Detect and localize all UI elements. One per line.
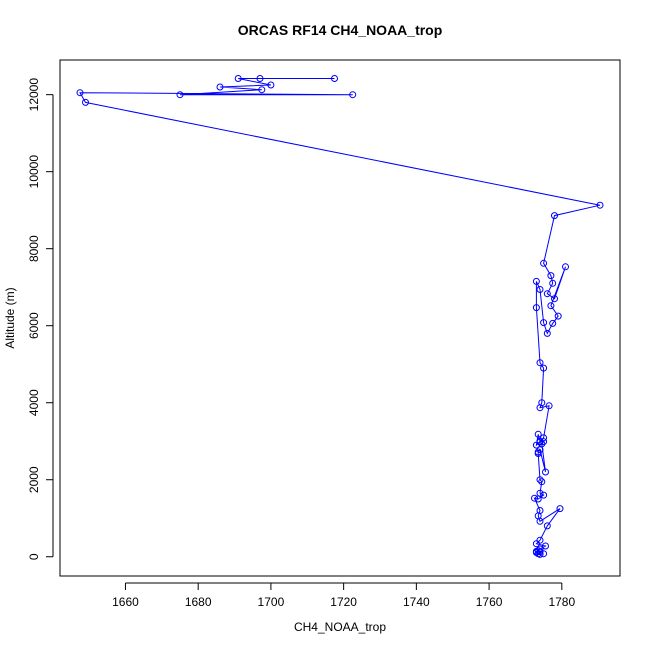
y-tick-label: 10000 [27, 155, 41, 189]
data-point [540, 364, 548, 372]
data-point [256, 75, 264, 82]
data-point [534, 450, 542, 457]
data-point [543, 290, 551, 298]
y-tick-label: 4000 [27, 389, 41, 416]
data-point [176, 91, 184, 99]
data-point [543, 329, 551, 337]
x-tick-label: 1740 [403, 595, 430, 609]
data-point [536, 404, 544, 412]
y-tick-label: 6000 [27, 312, 41, 339]
data-point [532, 304, 540, 312]
data-point [532, 540, 540, 548]
x-axis: 1660 1680 1700 1720 1740 1760 1780 [112, 582, 575, 609]
data-point [536, 517, 544, 525]
data-point [542, 468, 549, 476]
data-point [545, 402, 553, 410]
data-point [532, 549, 540, 556]
data-point [540, 259, 548, 267]
data-point [551, 295, 558, 303]
data-point [542, 542, 549, 550]
x-tick-label: 1700 [258, 595, 285, 609]
data-point [540, 550, 548, 558]
data-point [543, 522, 551, 530]
data-point [536, 545, 544, 553]
data-point [551, 212, 558, 220]
data-point [549, 319, 557, 327]
data-point [532, 277, 540, 285]
series-line [79, 78, 601, 555]
data-point [258, 86, 266, 94]
data-point [540, 491, 548, 499]
data-point [536, 536, 544, 544]
x-tick-label: 1760 [476, 595, 503, 609]
data-point [540, 319, 548, 327]
data-point [536, 476, 544, 484]
data-point [76, 89, 84, 97]
data-point [536, 286, 544, 293]
data-point [547, 302, 555, 310]
data-point [536, 548, 544, 556]
data-point [562, 263, 569, 271]
data-point [596, 201, 604, 209]
x-axis-label: CH4_NOAA_trop [294, 620, 386, 634]
y-tick-label: 0 [27, 553, 41, 560]
data-point [234, 75, 242, 82]
x-tick-label: 1680 [185, 595, 212, 609]
data-point [554, 312, 562, 320]
data-point [536, 438, 544, 446]
data-point [549, 279, 557, 287]
chart-title: ORCAS RF14 CH4_NOAA_trop [238, 22, 443, 38]
data-point [534, 430, 542, 438]
data-point [556, 505, 564, 513]
data-point [536, 359, 544, 367]
data-point [331, 75, 338, 82]
data-point [534, 495, 542, 503]
data-point [82, 98, 89, 106]
data-point [536, 550, 544, 558]
y-tick-label: 8000 [27, 235, 41, 262]
x-tick-label: 1720 [330, 595, 357, 609]
data-point [540, 438, 548, 446]
data-point [267, 81, 275, 89]
y-tick-label: 12000 [27, 78, 41, 112]
data-point [547, 272, 555, 280]
data-point [538, 478, 546, 486]
plot-frame [59, 59, 621, 577]
data-point [531, 494, 538, 502]
x-tick-label: 1780 [548, 595, 575, 609]
y-axis: 0 2000 4000 6000 8000 10000 12000 [27, 78, 54, 560]
y-tick-label: 2000 [27, 466, 41, 493]
data-point [349, 91, 357, 99]
data-point [536, 446, 544, 454]
x-tick-label: 1660 [112, 595, 139, 609]
data-point [216, 83, 224, 91]
series-layer [76, 75, 604, 558]
y-axis-label: Altitude (m) [3, 287, 17, 348]
